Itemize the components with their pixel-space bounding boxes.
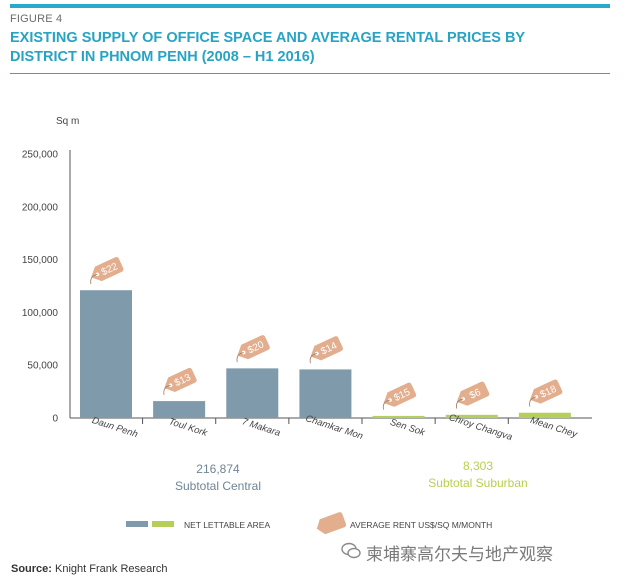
legend-rent-tag-icon <box>316 512 347 535</box>
y-tick-label: 50,000 <box>27 361 58 372</box>
title-rule <box>10 73 610 74</box>
y-tick-label: 0 <box>52 414 58 425</box>
rent-tag-string <box>456 398 464 409</box>
bar-chroy-changva <box>445 414 498 418</box>
title-line-2: DISTRICT IN PHNOM PENH (2008 – H1 2016) <box>10 49 315 65</box>
rent-tag: $14 <box>309 336 343 364</box>
subtotal-central-label: Subtotal Central <box>175 479 261 493</box>
rent-tag-string <box>309 353 317 364</box>
x-tick-label: Mean Chey <box>529 415 580 441</box>
x-tick-label: Sen Sok <box>389 417 428 439</box>
bar-7-makara <box>226 368 279 418</box>
wechat-logo-icon <box>341 542 361 559</box>
rent-tag: $20 <box>236 335 270 363</box>
legend-suburban-swatch <box>152 521 174 527</box>
figure-label: FIGURE 4 <box>10 13 63 25</box>
rent-tag-hole <box>534 395 539 399</box>
rent-tag-shape <box>456 381 490 406</box>
legend-net-lettable-label: NET LETTABLE AREA <box>184 520 271 530</box>
rent-tag: $22 <box>90 256 124 285</box>
y-tick-label: 100,000 <box>22 308 59 319</box>
legend-central-swatch <box>126 521 148 527</box>
bar-sen-sok <box>372 415 425 418</box>
bar-toul-kork <box>153 401 206 418</box>
legend-rent-tag-shape <box>316 512 347 535</box>
rent-tag-string <box>236 352 244 363</box>
source-note: Source: Knight Frank Research <box>11 563 168 575</box>
x-tick-label: Daun Penh <box>90 415 139 440</box>
legend-average-rent-label: AVERAGE RENT US$/SQ M/MONTH <box>350 520 493 530</box>
rent-tag-string <box>382 399 391 410</box>
rent-tag: $6 <box>456 381 490 409</box>
y-tick-label: 250,000 <box>22 150 59 161</box>
x-tick-label: Toul Kork <box>167 416 209 439</box>
rent-tag-shape <box>237 335 270 360</box>
subtotal-suburban-label: Subtotal Suburban <box>428 476 527 490</box>
y-axis-label: Sq m <box>56 116 79 127</box>
rent-tag-shape <box>529 379 563 404</box>
title-line-1: EXISTING SUPPLY OF OFFICE SPACE AND AVER… <box>10 30 526 46</box>
y-tick-label: 150,000 <box>22 255 59 266</box>
x-tick-label: 7 Makara <box>241 416 282 439</box>
rent-tag-string <box>163 384 171 395</box>
rent-tag-string <box>529 396 537 407</box>
rent-tag: $15 <box>382 382 417 410</box>
rent-tag-shape <box>310 336 343 361</box>
rent-label: $6 <box>468 387 483 402</box>
bar-mean-chey <box>518 412 571 418</box>
bar-daun-penh <box>80 290 132 418</box>
rent-tag-shape <box>91 256 124 282</box>
source-prefix: Source: <box>11 563 52 575</box>
rent-tag-shape <box>164 367 197 393</box>
rent-tag-shape <box>383 382 417 407</box>
watermark-text: 柬埔寨高尔夫与地产观察 <box>366 545 553 565</box>
bar-chamkar-mon <box>299 369 352 418</box>
subtotal-central-value: 216,874 <box>196 462 240 476</box>
rent-tag: $18 <box>529 379 563 407</box>
chart-title: EXISTING SUPPLY OF OFFICE SPACE AND AVER… <box>10 29 610 67</box>
rent-tag: $13 <box>163 367 197 395</box>
y-tick-label: 200,000 <box>22 202 59 213</box>
rent-tag-string <box>90 273 98 285</box>
subtotal-suburban-value: 8,303 <box>463 459 493 473</box>
source-text: Knight Frank Research <box>55 563 168 575</box>
top-accent-rule <box>10 4 610 8</box>
